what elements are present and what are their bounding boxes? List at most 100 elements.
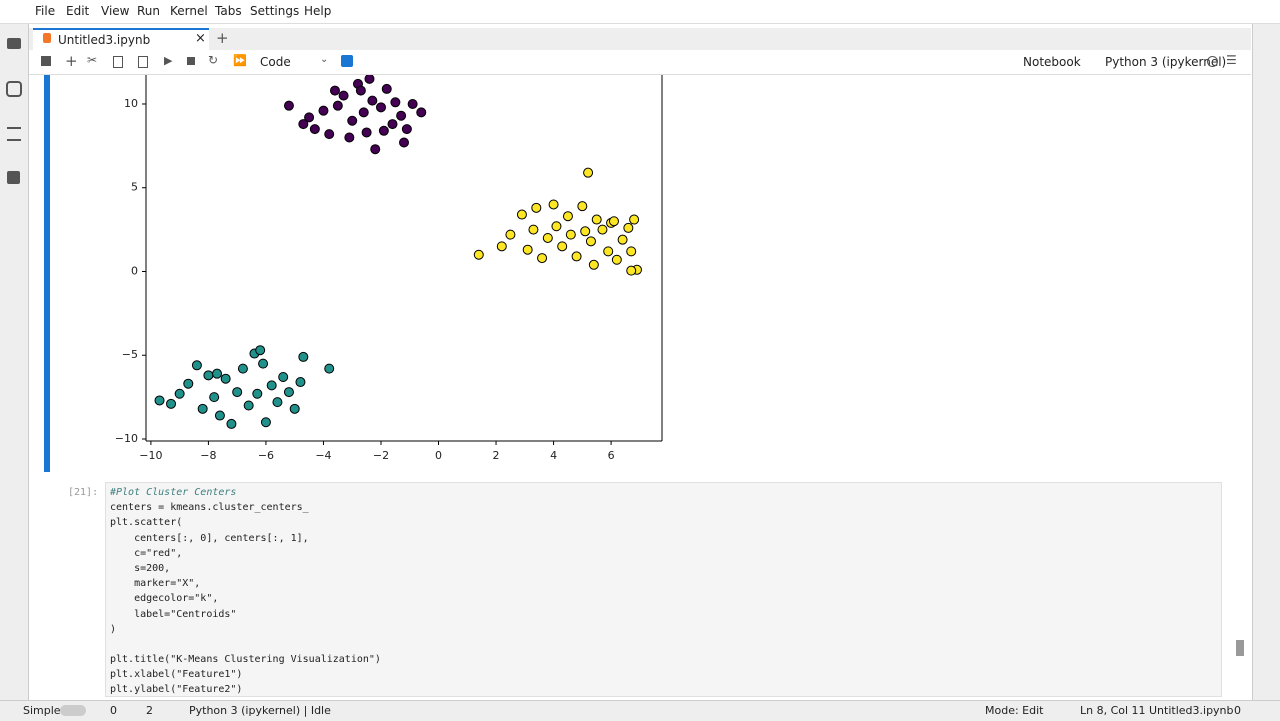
menu-item[interactable]: Edit — [66, 4, 90, 18]
tab[interactable]: Untitled3.ipynb × — [33, 28, 209, 51]
kernels-count[interactable]: 2 — [146, 704, 153, 717]
scatter-point — [401, 124, 412, 135]
property-inspector[interactable] — [341, 55, 353, 67]
paste-button[interactable] — [138, 56, 148, 68]
code-line: edgecolor="k", — [110, 593, 219, 605]
scatter-point — [617, 234, 628, 245]
scatter-point — [298, 351, 309, 362]
scatter-point — [629, 214, 640, 225]
scatter-point — [332, 100, 343, 111]
menu-item[interactable]: Run — [137, 4, 161, 18]
kernel-status-text[interactable]: Python 3 (ipykernel) | Idle — [189, 704, 331, 717]
tab-title: Untitled3.ipynb — [58, 33, 151, 47]
tab-bar: Untitled3.ipynb × + — [29, 28, 1251, 51]
scatter-point — [603, 246, 614, 257]
scatter-point — [260, 417, 271, 428]
y-tick-label: −5 — [122, 348, 138, 361]
toc-icon[interactable] — [7, 127, 21, 141]
close-tab[interactable]: × — [195, 31, 206, 46]
scatter-point — [562, 211, 573, 222]
x-tick-label: −8 — [200, 449, 216, 462]
scatter-point — [174, 388, 185, 399]
mode-indicator: Mode: Edit — [985, 704, 1044, 717]
scatter-point — [209, 392, 220, 403]
scatter-point — [585, 236, 596, 247]
scatter-point — [212, 368, 223, 379]
scatter-point — [344, 132, 355, 143]
scatter-point — [298, 119, 309, 130]
scatter-point — [338, 90, 349, 101]
x-tick-label: 2 — [493, 449, 500, 462]
cursor-position[interactable]: Ln 8, Col 11 — [1080, 704, 1146, 717]
run-button[interactable]: ▶ — [164, 54, 173, 67]
scatter-point — [565, 229, 576, 240]
x-tick-label: 4 — [550, 449, 557, 462]
simple-toggle[interactable] — [60, 705, 86, 716]
scatter-point — [183, 378, 194, 389]
menu-item[interactable]: Tabs — [215, 4, 242, 18]
running-icon[interactable] — [6, 81, 22, 97]
scatter-chart: −10 −8 −6 −4 −2 0 2 4 6 −10 −5 0 5 10 — [115, 75, 663, 462]
scatter-point — [623, 222, 634, 233]
scatter-point — [367, 95, 378, 106]
scatter-point — [577, 201, 588, 212]
extension-icon[interactable] — [7, 171, 20, 184]
cell-type[interactable]: Code — [260, 55, 291, 69]
scatter-point — [588, 259, 599, 270]
scatter-point — [358, 107, 369, 118]
terminals-count[interactable]: 0 — [110, 704, 117, 717]
notification-count[interactable]: 0 — [1234, 704, 1241, 717]
scatter-point — [355, 85, 366, 96]
x-tick-label: 6 — [608, 449, 615, 462]
restart-button[interactable]: ↻ — [208, 53, 219, 67]
scatter-point — [505, 229, 516, 240]
cell-type-arrow[interactable]: ⌄ — [320, 54, 329, 65]
scatter-point — [324, 363, 335, 374]
scatter-point — [551, 221, 562, 232]
scatter-point — [611, 254, 622, 265]
menubar: File Edit View Run Kernel Tabs Settings Help — [0, 0, 1280, 24]
x-tick-label: −6 — [258, 449, 274, 462]
kernel-status — [1207, 56, 1218, 67]
code-line: plt.xlabel("Feature1") — [110, 669, 243, 681]
scatter-point — [166, 398, 177, 409]
new-tab[interactable]: + — [216, 29, 229, 47]
copy-button[interactable] — [113, 56, 123, 68]
cell-prompt: [21]: — [68, 487, 99, 498]
cut-button[interactable]: ✂ — [87, 53, 98, 67]
scatter-point — [626, 265, 637, 276]
menu-item[interactable]: Settings — [250, 4, 300, 18]
scatter-point — [516, 209, 527, 220]
scrollbar-thumb[interactable] — [1236, 640, 1244, 656]
code-line: centers[:, 0], centers[:, 1], — [110, 532, 309, 544]
scatter-point — [304, 112, 315, 123]
code-cell[interactable] — [105, 482, 1222, 697]
scatter-point — [283, 387, 294, 398]
scatter-point — [378, 125, 389, 136]
menu-item[interactable]: Kernel — [170, 4, 208, 18]
scatter-point — [381, 83, 392, 94]
scatter-point — [548, 199, 559, 210]
insert-button[interactable]: + — [65, 52, 78, 70]
menu-button[interactable]: ☰ — [1226, 53, 1237, 67]
menu-item[interactable]: Help — [304, 4, 332, 18]
notebook-icon — [43, 33, 51, 43]
statusbar: Simple 0 2 Python 3 (ipykernel) | Idle M… — [0, 700, 1280, 721]
save-button[interactable] — [41, 56, 51, 66]
right-sidebar — [1252, 24, 1280, 700]
scatter-point — [591, 214, 602, 225]
file-browser-icon[interactable] — [7, 38, 21, 49]
code-line: plt.title("K-Means Clustering Visualizat… — [110, 654, 381, 665]
menu-item[interactable]: File — [35, 4, 56, 18]
code-line: c="red", — [110, 547, 183, 559]
scatter-point — [399, 137, 409, 148]
code-line: #Plot Cluster Centers — [110, 487, 237, 498]
notebook-button[interactable]: Notebook — [1023, 55, 1081, 69]
stop-button[interactable] — [187, 57, 195, 65]
x-tick-label: −10 — [139, 449, 162, 462]
simple-mode-label: Simple — [23, 704, 61, 717]
code-line: ) — [110, 623, 117, 635]
run-all-button[interactable]: ⏩ — [233, 54, 247, 67]
menu-item[interactable]: View — [101, 4, 130, 18]
